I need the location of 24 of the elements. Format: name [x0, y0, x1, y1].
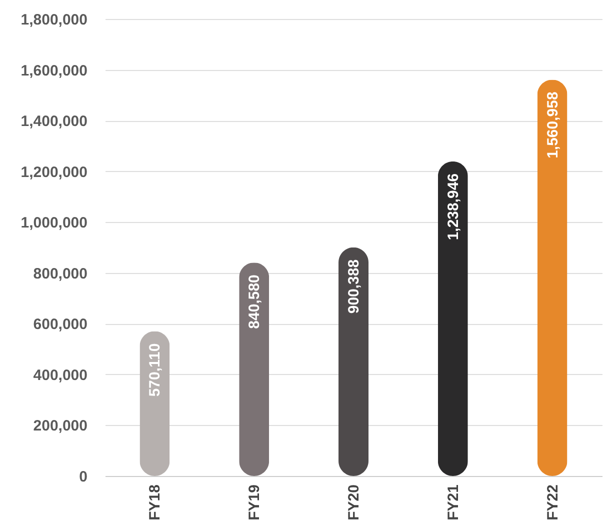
bar: [239, 262, 270, 476]
data-label: 570,110: [146, 343, 164, 397]
y-tick-label: 1,200,000: [20, 164, 88, 181]
x-tick-label: FY22: [544, 484, 562, 520]
y-tick-label: 1,800,000: [20, 12, 88, 28]
bar: [338, 247, 368, 476]
data-label: 1,560,958: [544, 92, 562, 158]
data-label: 1,238,946: [444, 173, 462, 240]
y-tick-label: 200,000: [33, 418, 88, 435]
data-label: 840,580: [246, 274, 264, 329]
data-label: 900,388: [346, 259, 362, 314]
x-tick-label: FY18: [146, 484, 164, 520]
x-tick-label: FY19: [246, 484, 264, 520]
y-tick-label: 0: [79, 468, 88, 486]
x-tick-label: FY21: [444, 484, 462, 520]
y-tick-label: 400,000: [33, 366, 88, 384]
x-tick-label: FY20: [346, 484, 362, 520]
y-tick-label: 1,600,000: [20, 62, 88, 80]
y-tick-label: 1,400,000: [20, 113, 88, 130]
y-tick-label: 600,000: [33, 316, 88, 334]
y-tick-label: 1,000,000: [20, 214, 88, 232]
y-tick-label: 800,000: [33, 265, 88, 282]
bar: [438, 161, 468, 476]
bar: [537, 80, 568, 476]
